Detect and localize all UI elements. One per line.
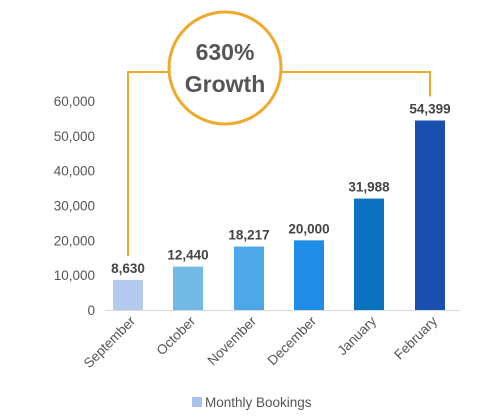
bar-november bbox=[234, 246, 264, 310]
y-tick-label: 50,000 bbox=[54, 129, 95, 144]
bar-december bbox=[294, 240, 324, 310]
data-label: 12,440 bbox=[167, 248, 208, 263]
growth-connector bbox=[127, 71, 431, 256]
growth-circle bbox=[167, 10, 283, 126]
bar-january bbox=[354, 198, 384, 310]
data-label: 8,630 bbox=[111, 261, 145, 276]
x-tick-label: December bbox=[264, 313, 319, 368]
data-label: 54,399 bbox=[409, 102, 450, 117]
growth-callout: 630% Growth bbox=[167, 10, 283, 126]
data-label: 20,000 bbox=[288, 221, 329, 236]
legend-label: Monthly Bookings bbox=[205, 395, 312, 410]
y-tick-label: 0 bbox=[87, 303, 95, 318]
y-tick-label: 40,000 bbox=[54, 164, 95, 179]
y-tick-label: 30,000 bbox=[54, 199, 95, 214]
bars: 8,630 12,440 18,217 20,000 31,988 54,399 bbox=[111, 102, 451, 310]
x-tick-label: November bbox=[204, 313, 259, 368]
bar-october bbox=[173, 266, 203, 310]
x-axis-labels: September October November December January F… bbox=[81, 313, 440, 371]
growth-word: Growth bbox=[185, 71, 266, 97]
legend: Monthly Bookings bbox=[192, 395, 312, 410]
x-tick-label: September bbox=[81, 313, 139, 371]
growth-percent: 630% bbox=[196, 39, 255, 65]
bar-february bbox=[415, 120, 445, 310]
data-label: 31,988 bbox=[348, 180, 390, 195]
x-tick-label: February bbox=[391, 313, 440, 362]
connector-left bbox=[127, 71, 169, 256]
connector-right bbox=[281, 71, 431, 97]
bar-september bbox=[113, 279, 143, 310]
x-tick-label: October bbox=[154, 313, 199, 358]
y-tick-label: 10,000 bbox=[54, 268, 95, 283]
y-tick-label: 20,000 bbox=[54, 233, 95, 248]
x-tick-label: January bbox=[335, 313, 380, 358]
legend-swatch bbox=[192, 397, 202, 407]
y-tick-label: 60,000 bbox=[54, 94, 95, 109]
data-label: 18,217 bbox=[228, 228, 269, 243]
y-axis: 0 10,000 20,000 30,000 40,000 50,000 60,000 bbox=[54, 94, 460, 318]
